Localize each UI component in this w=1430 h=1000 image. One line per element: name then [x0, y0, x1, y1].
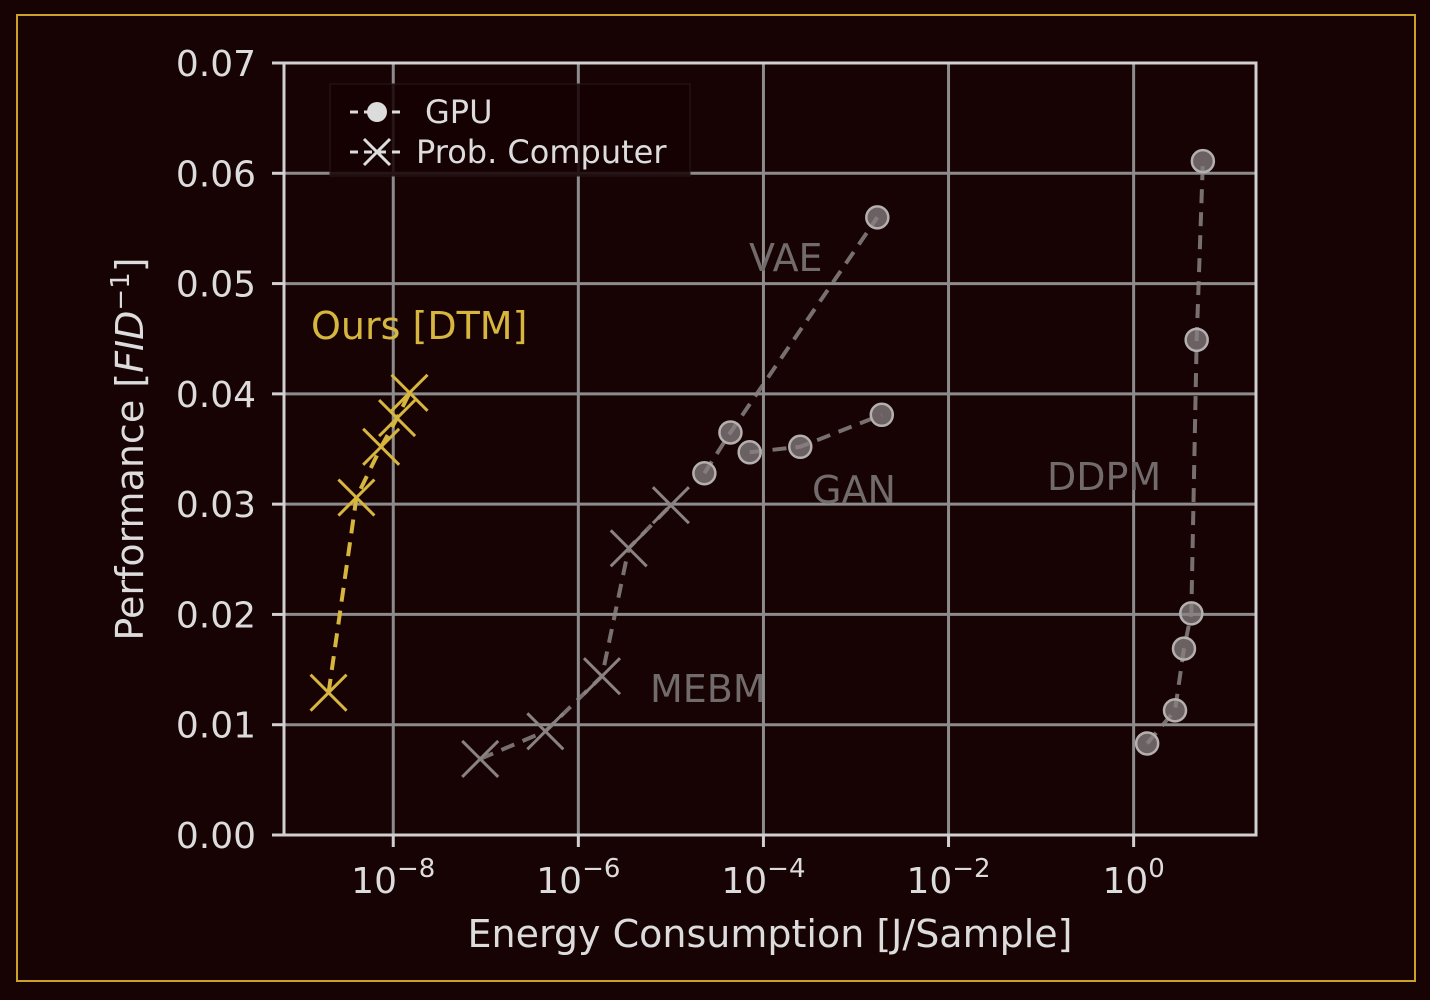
data-point-circle [737, 440, 762, 465]
y-tick-label: 0.07 [176, 44, 256, 85]
legend-label-prob-computer: Prob. Computer [416, 133, 667, 171]
data-point-x [609, 529, 648, 568]
data-point-circle [718, 420, 743, 445]
data-point-circle [692, 461, 717, 486]
legend: GPU Prob. Computer [329, 83, 691, 177]
frame [16, 14, 1416, 982]
y-tick-label: 0.03 [176, 485, 256, 526]
data-point-x [362, 427, 401, 466]
data-point-x [309, 673, 348, 712]
series-ddpm [1134, 148, 1216, 756]
data-point-circle [1184, 327, 1209, 353]
x-tick-label: 10−8 [351, 854, 435, 902]
legend-entry-prob-computer: Prob. Computer [350, 133, 667, 171]
y-tick-label: 0.04 [176, 375, 256, 416]
x-tick-label: 10−6 [536, 854, 620, 902]
x-tick-label: 100 [1102, 854, 1164, 902]
data-point-x [461, 739, 500, 778]
y-tick-label: 0.05 [176, 265, 256, 306]
data-point-x [390, 373, 429, 412]
data-point-circle [1190, 148, 1216, 174]
data-point-circle [788, 434, 813, 460]
x-tick-label: 10−4 [721, 854, 805, 902]
annotation-vae: VAE [749, 236, 823, 280]
series-gan [737, 402, 895, 465]
data-point-x [378, 399, 417, 438]
x-ticks: 10−8 10−6 10−4 10−2 100 [351, 835, 1165, 902]
series-line [326, 391, 412, 694]
legend-box [329, 83, 691, 177]
legend-label-gpu: GPU [425, 93, 493, 131]
data-point-circle [865, 205, 890, 230]
series-layer [309, 148, 1216, 778]
data-point-circle [1171, 636, 1197, 661]
plot-area-border [282, 61, 1258, 837]
legend-entry-gpu: GPU [350, 93, 493, 131]
series-line [479, 503, 673, 761]
y-ticks: 0.00 0.01 0.02 0.03 0.04 0.05 0.06 0.07 [176, 44, 284, 857]
x-marker-icon [362, 137, 392, 167]
series-ours-dtm [309, 373, 429, 712]
series-mebm [461, 486, 690, 778]
data-point-x [651, 486, 690, 525]
annotation-ddpm: DDPM [1047, 455, 1161, 499]
x-tick-label: 10−2 [906, 854, 990, 902]
y-axis-label: Performance [FID−1] [106, 257, 152, 640]
data-point-circle [1134, 731, 1160, 756]
data-point-circle [869, 402, 895, 428]
y-tick-label: 0.02 [176, 595, 256, 636]
data-point-x [337, 478, 376, 517]
annotation-ours-dtm: Ours [DTM] [311, 304, 527, 348]
circle-marker-icon [367, 102, 387, 122]
series-line [749, 412, 883, 455]
annotation-mebm: MEBM [650, 667, 766, 711]
annotation-gan: GAN [812, 468, 896, 512]
data-point-circle [1179, 601, 1204, 626]
y-tick-label: 0.01 [176, 706, 256, 747]
y-tick-label: 0.06 [176, 154, 256, 195]
data-point-x [582, 657, 622, 696]
grid [284, 61, 1256, 837]
data-point-circle [1162, 698, 1188, 723]
series-vae [692, 205, 890, 486]
annotations: Ours [DTM] MEBM VAE GAN DDPM [311, 236, 1161, 711]
y-tick-label: 0.00 [176, 816, 256, 857]
x-axis-label: Energy Consumption [J/Sample] [467, 912, 1072, 956]
data-point-x [526, 712, 565, 751]
